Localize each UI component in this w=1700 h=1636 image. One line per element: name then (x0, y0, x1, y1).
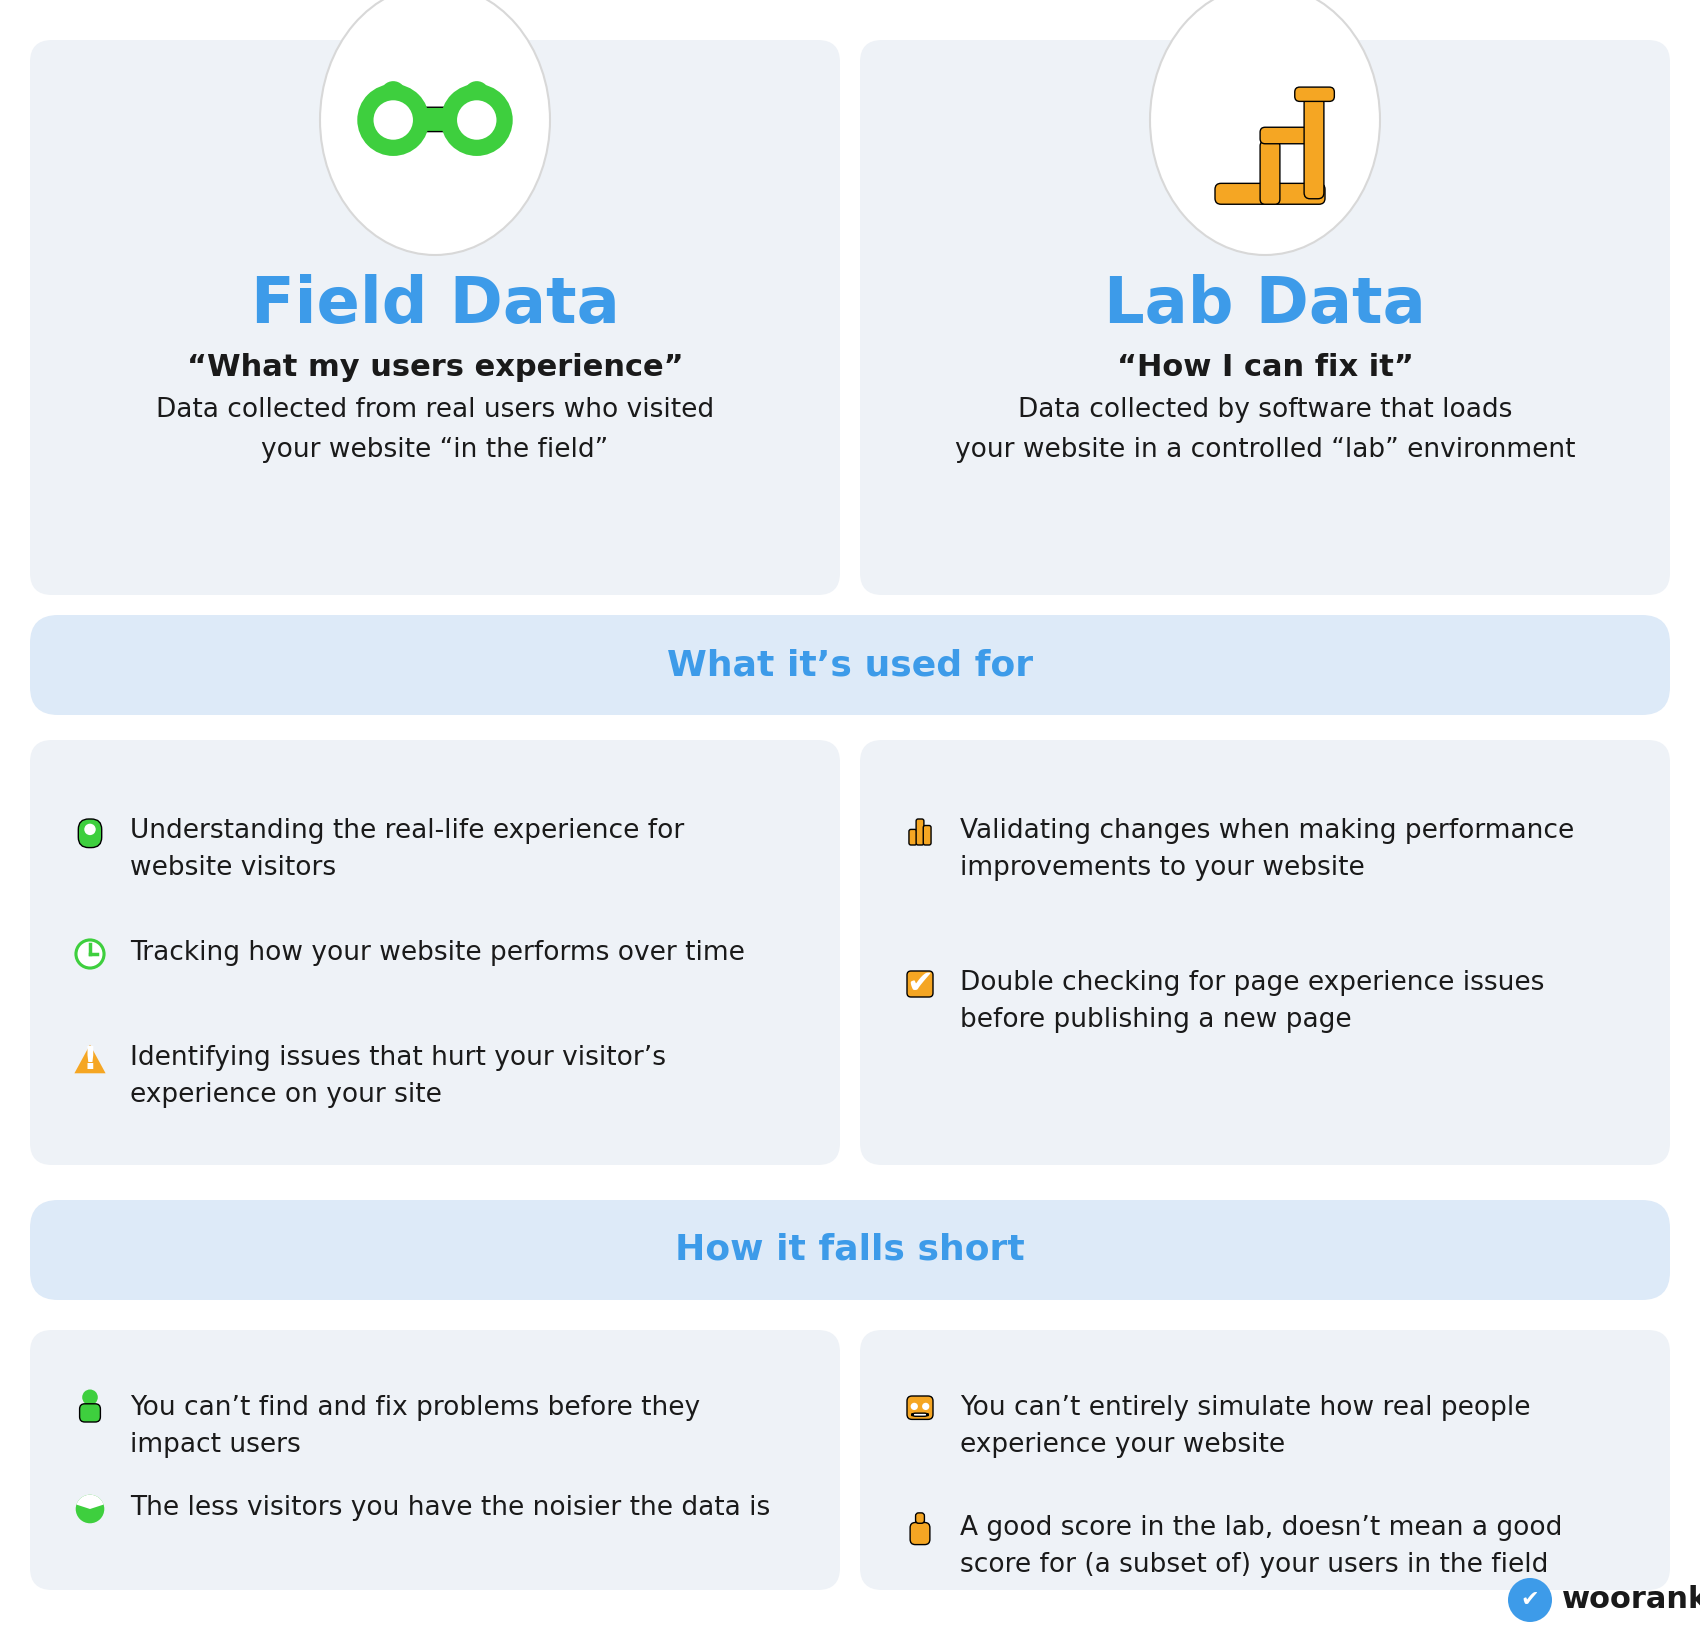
FancyBboxPatch shape (910, 1523, 930, 1544)
FancyBboxPatch shape (910, 829, 916, 846)
FancyBboxPatch shape (908, 972, 933, 996)
FancyBboxPatch shape (393, 108, 476, 131)
Circle shape (911, 1402, 918, 1410)
Text: A good score in the lab, doesn’t mean a good
score for (a subset of) your users : A good score in the lab, doesn’t mean a … (960, 1515, 1562, 1579)
FancyBboxPatch shape (31, 1199, 1669, 1301)
FancyBboxPatch shape (78, 820, 102, 847)
Text: ✔: ✔ (1522, 1590, 1538, 1610)
FancyBboxPatch shape (1304, 97, 1324, 198)
FancyBboxPatch shape (860, 39, 1669, 596)
Text: You can’t find and fix problems before they
impact users: You can’t find and fix problems before t… (129, 1396, 700, 1458)
Circle shape (440, 83, 513, 155)
Text: Lab Data: Lab Data (1103, 273, 1426, 335)
Text: “How I can fix it”: “How I can fix it” (1117, 353, 1413, 383)
Polygon shape (76, 1495, 104, 1508)
Text: The less visitors you have the noisier the data is: The less visitors you have the noisier t… (129, 1495, 770, 1521)
Text: woorank: woorank (1562, 1585, 1700, 1615)
Text: Data collected from real users who visited
your website “in the field”: Data collected from real users who visit… (156, 398, 714, 463)
FancyBboxPatch shape (31, 39, 840, 596)
FancyBboxPatch shape (916, 820, 923, 846)
FancyBboxPatch shape (1216, 183, 1324, 204)
Circle shape (82, 1389, 99, 1405)
Text: Validating changes when making performance
improvements to your website: Validating changes when making performan… (960, 818, 1574, 882)
Text: Double checking for page experience issues
before publishing a new page: Double checking for page experience issu… (960, 970, 1544, 1032)
Text: ✔: ✔ (906, 969, 933, 1000)
Text: You can’t entirely simulate how real people
experience your website: You can’t entirely simulate how real peo… (960, 1396, 1530, 1458)
Circle shape (464, 82, 490, 106)
FancyBboxPatch shape (913, 1414, 928, 1417)
FancyBboxPatch shape (31, 1330, 840, 1590)
Circle shape (921, 1402, 930, 1410)
FancyBboxPatch shape (923, 826, 932, 846)
FancyBboxPatch shape (31, 615, 1669, 715)
Text: Understanding the real-life experience for
website visitors: Understanding the real-life experience f… (129, 818, 683, 882)
Circle shape (374, 100, 413, 139)
FancyBboxPatch shape (80, 1404, 100, 1422)
Text: Field Data: Field Data (250, 273, 619, 335)
Text: “What my users experience”: “What my users experience” (187, 353, 683, 383)
Text: How it falls short: How it falls short (675, 1234, 1025, 1266)
FancyBboxPatch shape (908, 1396, 933, 1420)
Circle shape (381, 82, 406, 106)
FancyBboxPatch shape (860, 739, 1669, 1165)
Circle shape (76, 1495, 104, 1523)
Text: !: ! (83, 1045, 97, 1076)
Text: Tracking how your website performs over time: Tracking how your website performs over … (129, 941, 745, 965)
FancyBboxPatch shape (1295, 87, 1335, 101)
Polygon shape (75, 1045, 105, 1073)
Circle shape (85, 823, 95, 834)
Circle shape (457, 100, 496, 139)
Circle shape (78, 942, 102, 967)
Text: Identifying issues that hurt your visitor’s
experience on your site: Identifying issues that hurt your visito… (129, 1045, 666, 1108)
Ellipse shape (1149, 0, 1380, 255)
Text: Data collected by software that loads
your website in a controlled “lab” environ: Data collected by software that loads yo… (955, 398, 1576, 463)
FancyBboxPatch shape (1260, 141, 1280, 204)
Circle shape (75, 939, 105, 970)
FancyBboxPatch shape (31, 739, 840, 1165)
FancyBboxPatch shape (860, 1330, 1669, 1590)
Text: What it’s used for: What it’s used for (666, 648, 1034, 682)
Circle shape (1508, 1579, 1552, 1621)
Ellipse shape (320, 0, 551, 255)
Circle shape (357, 83, 428, 155)
FancyBboxPatch shape (916, 1513, 925, 1523)
FancyBboxPatch shape (1260, 128, 1321, 144)
